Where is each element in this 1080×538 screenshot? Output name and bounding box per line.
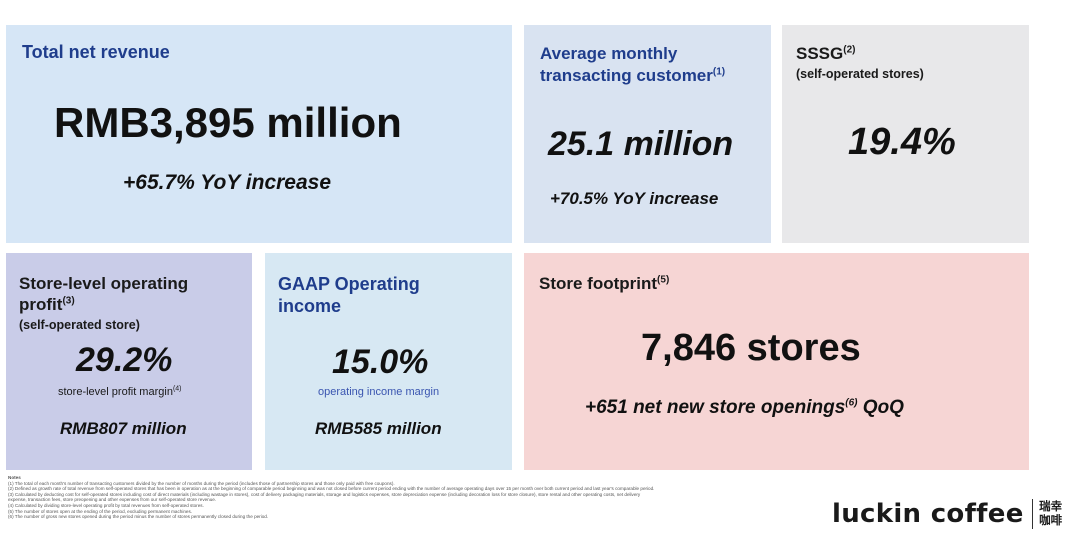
total-net-revenue-card: Total net revenue RMB3,895 million +65.7…: [6, 25, 512, 243]
footnote-line: (1) The total of each month's number of …: [8, 480, 395, 486]
operating-income-amount: RMB585 million: [315, 419, 442, 438]
logo-wordmark: luckin coffee: [832, 499, 1024, 529]
total-net-revenue-title: Total net revenue: [22, 42, 170, 62]
store-footprint-change: +651 net new store openings(6) QoQ: [585, 397, 904, 418]
sssg-subtitle: (self-operated stores): [796, 67, 924, 81]
footnotes: Notes (1) The total of each month's numb…: [8, 475, 828, 535]
footnote-line: (2) Defined as growth rate of total reve…: [8, 486, 655, 492]
footnote-ref: (6): [845, 397, 858, 409]
store-level-operating-profit-title: Store-level operating profit(3): [19, 274, 189, 314]
store-level-profit-margin-label: store-level profit margin(4): [58, 385, 182, 398]
monthly-transacting-customer-title: Average monthly transacting customer(1): [540, 44, 726, 85]
logo-divider: [1031, 499, 1034, 529]
footnote-line: (5) The number of stores open at the end…: [8, 508, 193, 514]
footnote-line: (6) The number of gross new stores opene…: [8, 514, 269, 520]
footnote-ref: (4): [172, 385, 182, 393]
store-level-profit-margin-value: 29.2%: [76, 341, 173, 379]
sssg-title: SSSG(2): [796, 44, 856, 63]
footnote-ref: (3): [62, 295, 75, 307]
total-net-revenue-change: +65.7% YoY increase: [123, 171, 332, 194]
monthly-transacting-customer-change: +70.5% YoY increase: [550, 189, 719, 208]
footnote-line: expense, transaction fees, store preopen…: [8, 497, 217, 503]
footnote-ref: (5): [657, 274, 670, 286]
store-level-operating-profit-subtitle: (self-operated store): [19, 318, 140, 332]
footnote-ref: (1): [712, 66, 726, 78]
store-footprint-value: 7,846 stores: [641, 327, 861, 369]
sssg-card: SSSG(2) (self-operated stores) 19.4%: [782, 25, 1029, 243]
luckin-coffee-logo: luckin coffee 瑞幸 咖啡: [832, 496, 1062, 532]
operating-income-margin-value: 15.0%: [332, 343, 429, 381]
operating-income-margin-label: operating income margin: [318, 386, 440, 398]
monthly-transacting-customer-card: Average monthly transacting customer(1) …: [524, 25, 771, 243]
footnote-line: (4) Calculated by dividing store-level o…: [8, 502, 204, 508]
footnote-line: (3) Calculated by deducting cost for sel…: [8, 491, 641, 497]
store-footprint-title: Store footprint(5): [539, 274, 670, 293]
store-footprint-card: Store footprint(5) 7,846 stores +651 net…: [524, 253, 1029, 470]
gaap-operating-income-card: GAAP Operating income 15.0% operating in…: [265, 253, 512, 470]
logo-chinese-text: 瑞幸 咖啡: [1039, 501, 1063, 527]
sssg-value: 19.4%: [848, 121, 956, 163]
total-net-revenue-value: RMB3,895 million: [54, 99, 402, 146]
footnote-ref: (2): [843, 44, 856, 56]
monthly-transacting-customer-value: 25.1 million: [548, 125, 734, 163]
gaap-operating-income-title: GAAP Operating income: [278, 274, 420, 316]
store-level-profit-amount: RMB807 million: [60, 419, 187, 438]
footnotes-heading: Notes: [8, 475, 21, 480]
store-level-operating-profit-card: Store-level operating profit(3) (self-op…: [6, 253, 252, 470]
